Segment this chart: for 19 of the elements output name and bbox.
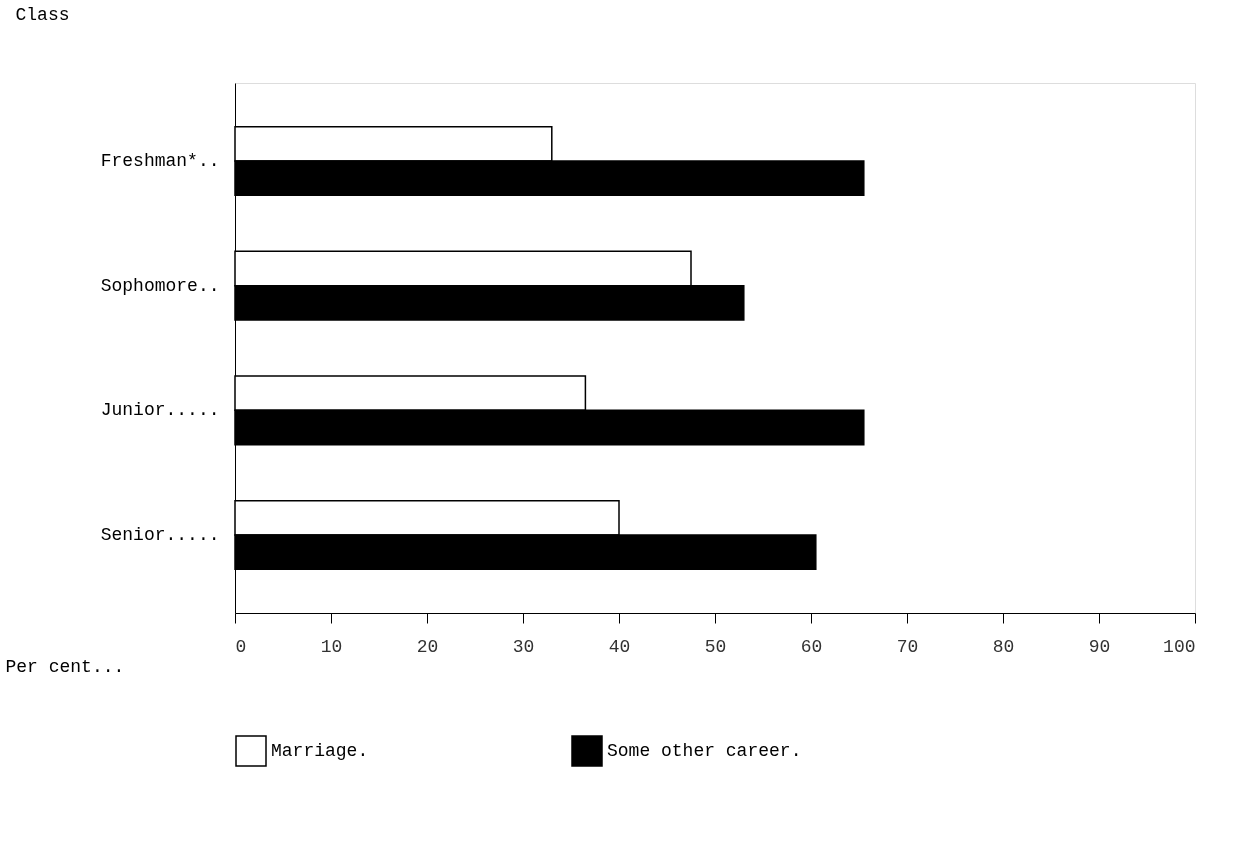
x-tick-label: 100 xyxy=(1163,636,1196,657)
x-tick-label: 50 xyxy=(704,636,727,657)
y-tick-label: Senior..... xyxy=(100,525,220,546)
x-tick-label: 90 xyxy=(1088,636,1111,657)
legend-label: Some other career. xyxy=(607,741,802,761)
y-tick-label: Sophomore.. xyxy=(100,275,220,296)
x-axis-title: Per cent... xyxy=(5,656,125,677)
x-tick-label: 20 xyxy=(416,636,439,657)
y-tick-label: Junior..... xyxy=(100,400,220,421)
x-tick-label: 60 xyxy=(800,636,823,657)
x-tick-label: 80 xyxy=(992,636,1015,657)
x-tick-label: 70 xyxy=(896,636,919,657)
y-tick-label: Freshman*.. xyxy=(100,150,220,171)
x-tick-label: 40 xyxy=(608,636,631,657)
x-tick-label: 0 xyxy=(235,636,247,657)
x-tick-label: 30 xyxy=(512,636,535,657)
y-axis-title: Class xyxy=(15,4,70,25)
x-tick-label: 10 xyxy=(320,636,343,657)
legend-label: Marriage. xyxy=(271,741,369,761)
